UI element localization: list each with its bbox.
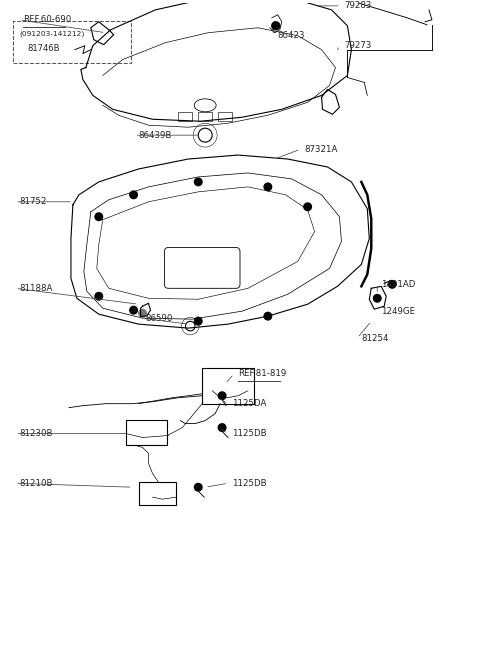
Bar	[126, 420, 168, 445]
Bar	[179, 112, 192, 121]
Circle shape	[304, 203, 312, 210]
Text: 86439B: 86439B	[139, 130, 172, 140]
Bar	[198, 112, 212, 121]
Text: 79273: 79273	[345, 41, 372, 50]
Text: 86423: 86423	[278, 31, 305, 40]
Circle shape	[272, 22, 280, 29]
Text: 81254: 81254	[361, 333, 389, 343]
Circle shape	[130, 191, 137, 198]
Text: 81746B: 81746B	[27, 44, 60, 52]
Circle shape	[95, 293, 103, 300]
Circle shape	[95, 213, 103, 221]
Text: 1125DA: 1125DA	[232, 399, 266, 408]
Bar	[139, 482, 176, 505]
Text: 87321A: 87321A	[305, 145, 338, 153]
Text: 1491AD: 1491AD	[381, 280, 416, 289]
Text: 86590: 86590	[145, 314, 173, 323]
Circle shape	[139, 309, 146, 317]
Text: 1249GE: 1249GE	[381, 307, 415, 316]
Circle shape	[194, 178, 202, 185]
Bar	[202, 368, 254, 403]
Text: (091203-141212): (091203-141212)	[19, 31, 84, 37]
Circle shape	[194, 483, 202, 491]
Circle shape	[373, 295, 381, 302]
Text: REF.60-690: REF.60-690	[23, 15, 72, 24]
Circle shape	[264, 183, 272, 191]
Text: 1125DB: 1125DB	[232, 479, 267, 488]
Text: 1125DB: 1125DB	[232, 429, 267, 438]
Bar	[13, 21, 131, 63]
Circle shape	[218, 424, 226, 432]
Circle shape	[264, 312, 272, 320]
Text: 81752: 81752	[19, 197, 47, 206]
Bar	[218, 112, 232, 121]
Text: 79283: 79283	[345, 1, 372, 10]
Text: REF.81-819: REF.81-819	[238, 369, 286, 379]
Text: 81210B: 81210B	[19, 479, 53, 488]
Circle shape	[218, 392, 226, 400]
Text: 81230B: 81230B	[19, 429, 53, 438]
Text: 81188A: 81188A	[19, 284, 53, 293]
Circle shape	[130, 307, 137, 314]
Circle shape	[194, 318, 202, 325]
Circle shape	[388, 280, 396, 288]
